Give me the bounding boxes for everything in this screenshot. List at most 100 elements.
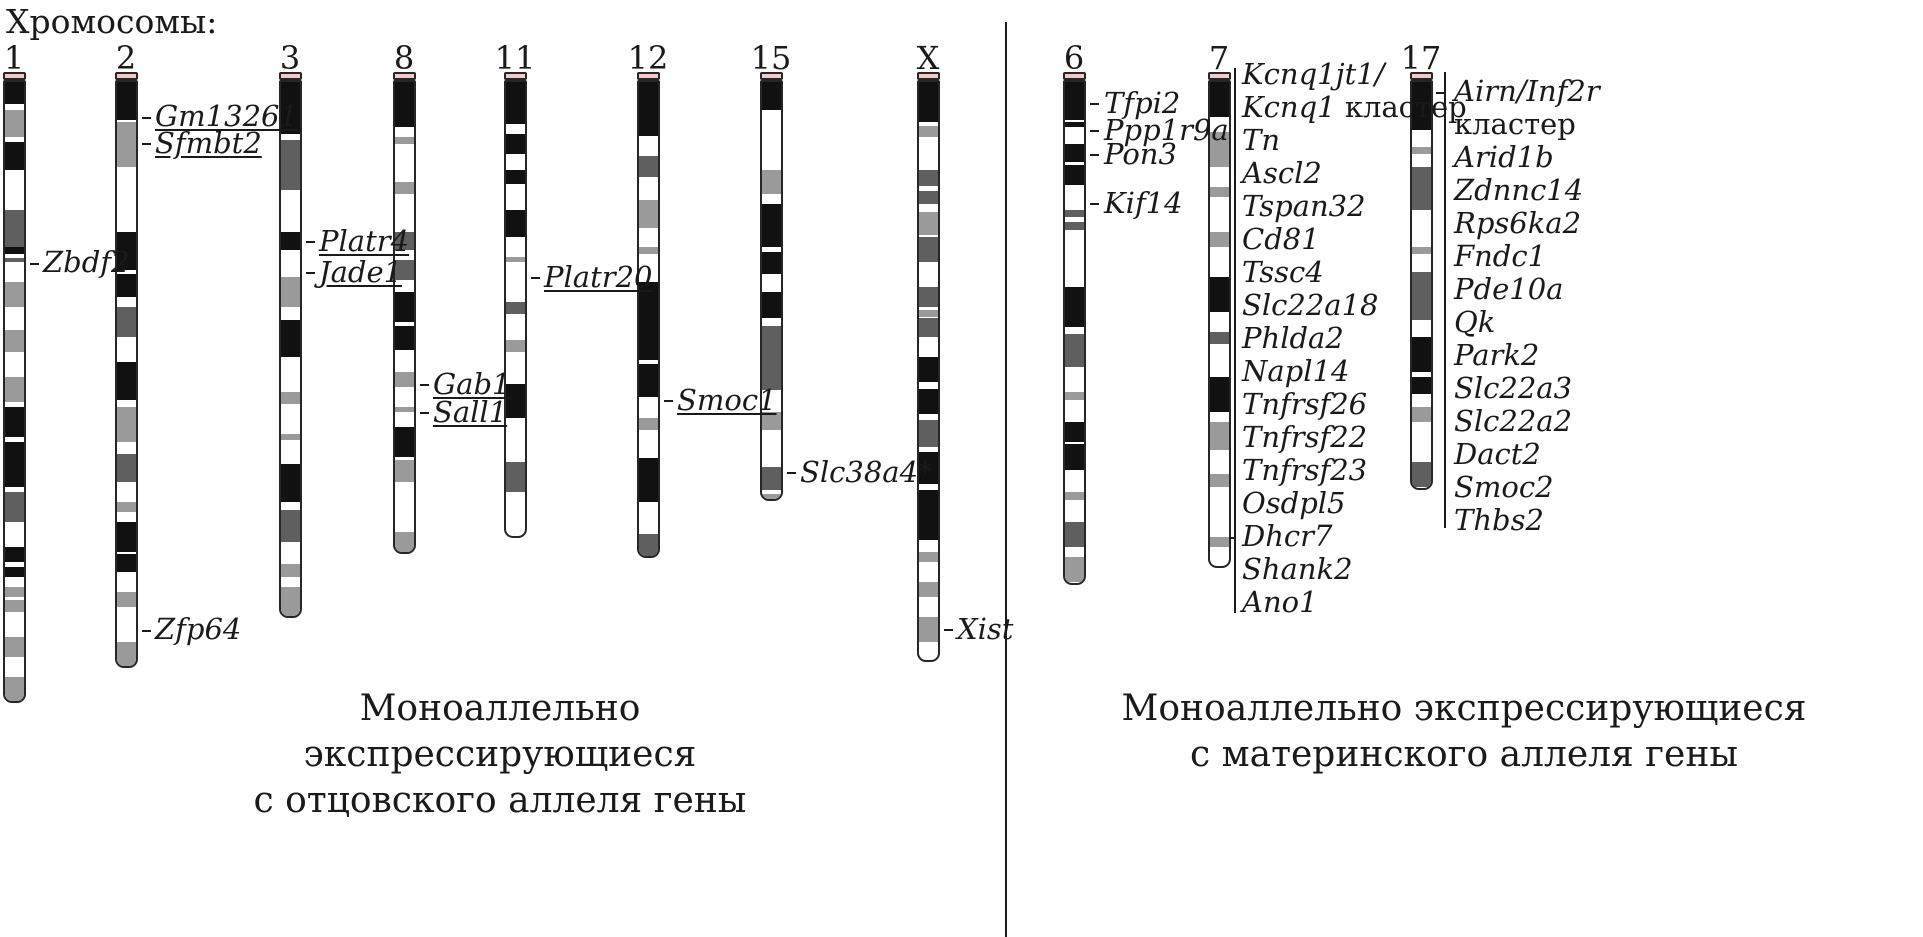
chromosome-band [4, 567, 24, 577]
chromosome-band [1064, 210, 1084, 217]
gene-platr20: Platr20 [544, 260, 653, 294]
chromosome-label-2: 2 [115, 39, 137, 77]
chromosome-17-cap [1409, 72, 1433, 80]
gene-kcnq1: Kcnq1 [1242, 90, 1336, 124]
chromosome-band [116, 522, 136, 552]
chromosome-band [761, 82, 781, 110]
chromosome-label-1: 1 [3, 39, 25, 77]
gene-ano1: Ano1 [1242, 585, 1318, 619]
gene-fndc1: Fndc1 [1454, 239, 1547, 273]
gene-zbdf2: Zbdf2 [43, 245, 130, 279]
gene-park2: Park2 [1454, 338, 1540, 372]
chromosome-band [1411, 82, 1431, 130]
chromosome-band [1209, 377, 1229, 412]
chromosome-band [638, 282, 658, 360]
chromosome-8 [392, 80, 416, 554]
chromosome-band [1064, 492, 1084, 500]
chromosome-label-11: 11 [494, 39, 536, 77]
gene-jade1: Jade1 [319, 255, 403, 289]
chromosome-band [505, 170, 525, 184]
chromosome-band [918, 490, 938, 540]
chromosome-band [1064, 422, 1084, 442]
chromosome-label-8: 8 [393, 39, 415, 77]
chromosome-band [1209, 232, 1229, 247]
chromosome-band [280, 277, 300, 307]
chromosome-7 [1207, 80, 1231, 568]
chromosome-band [1064, 444, 1084, 470]
chromosome-band [116, 454, 136, 482]
chromosome-band [1064, 334, 1084, 367]
chromosome-band [394, 407, 414, 412]
gene-cd81: Cd81 [1242, 222, 1320, 256]
chromosome-band [280, 564, 300, 577]
chromosome-label-6: 6 [1063, 39, 1085, 77]
gene-tssc4: Tssc4 [1242, 255, 1324, 289]
gene-tick [142, 630, 151, 632]
gene-tspan32: Tspan32 [1242, 189, 1366, 223]
chromosome-band [918, 126, 938, 137]
chromosome-11 [503, 80, 527, 538]
chromosome-label-3: 3 [279, 39, 301, 77]
chromosome-band [280, 587, 300, 616]
gene-thbs2: Thbs2 [1454, 503, 1544, 537]
chromosome-band [116, 232, 136, 270]
chromosome-band [394, 372, 414, 387]
maternal-caption: Моноаллельно экспрессирующиеся с материн… [1005, 686, 1923, 778]
chromosome-band [394, 460, 414, 482]
chromosome-band [394, 82, 414, 127]
gene-dhcr7: Dhcr7 [1242, 519, 1333, 553]
chromosome-6 [1062, 80, 1086, 585]
chromosome-band [116, 592, 136, 607]
gene-tick [30, 263, 39, 265]
gene-tick [306, 272, 315, 274]
maternal-caption-line1: Моноаллельно экспрессирующиеся [1121, 688, 1807, 729]
gene-shank2: Shank2 [1242, 552, 1353, 586]
chromosome-2 [114, 80, 138, 668]
chromosome-band [4, 442, 24, 487]
chromosome-band [918, 357, 938, 382]
chromosome-label-12: 12 [627, 39, 669, 77]
gene-kif14: Kif14 [1104, 186, 1183, 220]
chromosome-band [116, 307, 136, 337]
chromosome-band [280, 82, 300, 134]
chromosome-band [505, 134, 525, 154]
chromosome-band [638, 82, 658, 136]
chromosome-band [918, 170, 938, 186]
chromosome-band [638, 458, 658, 502]
chromosomes-title: Хромосомы: [6, 2, 218, 41]
chromosome-label-7: 7 [1208, 39, 1230, 77]
chromosome-band [394, 260, 414, 280]
chromosome-band [638, 364, 658, 397]
chromosome-band [4, 637, 24, 657]
chromosome-band [918, 82, 938, 122]
chromosome-band [4, 407, 24, 437]
chromosome-6-cap [1062, 72, 1086, 80]
chromosome-band [638, 200, 658, 228]
chromosome-band [4, 110, 24, 137]
chromosome-band [918, 452, 938, 484]
gene-tnfrsf26: Tnfrsf26 [1242, 387, 1368, 421]
chromosome-band [1064, 82, 1084, 120]
gene-slc22a2: Slc22a2 [1454, 404, 1573, 438]
gene-tick [142, 143, 151, 145]
chromosome-band [505, 257, 525, 262]
gene-kcnq1-cluster: Kcnq1 кластер [1242, 88, 1467, 126]
chromosome-band [280, 320, 300, 357]
chromosome-band [1209, 82, 1229, 117]
gene-sall1: Sall1 [433, 395, 508, 429]
chromosome-band [4, 247, 24, 254]
chromosome-band [280, 434, 300, 440]
gene-tick [420, 384, 429, 386]
gene-ppp1r9a: Ppp1r9a [1104, 113, 1229, 147]
chromosome-band [1411, 337, 1431, 372]
chromosome-band [761, 170, 781, 194]
gene-tnfrsf22: Tnfrsf22 [1242, 420, 1368, 454]
chromosome-band [116, 122, 136, 167]
paternal-caption-line1: Моноаллельно экспрессирующиеся [303, 688, 697, 775]
chromosome-band [1064, 222, 1084, 230]
chromosome-band [394, 532, 414, 552]
chromosome-band [761, 326, 781, 390]
chromosome-band [918, 420, 938, 447]
gene-osdpl5: Osdpl5 [1242, 486, 1346, 520]
